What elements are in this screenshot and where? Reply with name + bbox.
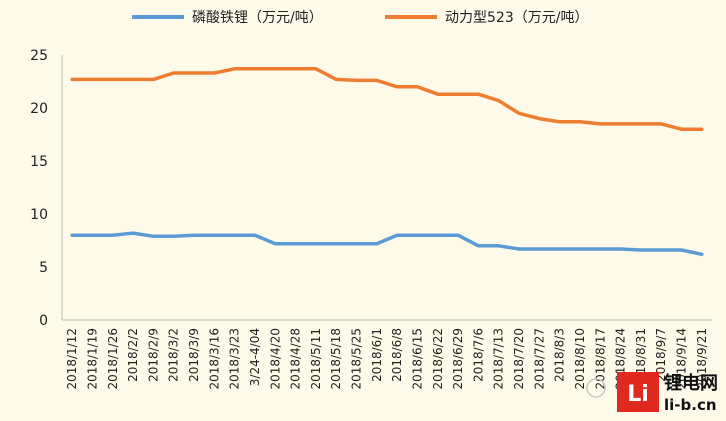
brand-name-cn: 锂电网 (664, 372, 718, 394)
x-tick-label: 2018/8/10 (573, 328, 587, 390)
x-tick-label: 2018/6/29 (451, 328, 465, 390)
logo-letter: Li (627, 382, 649, 407)
legend: 磷酸铁锂（万元/吨） 动力型523（万元/吨） (132, 10, 588, 26)
x-tick-label: 2018/3/16 (207, 328, 221, 390)
y-axis-ticks: 0 5 10 15 20 25 (30, 48, 48, 329)
x-tick-label: 2018/1/12 (65, 328, 79, 390)
series-line-1 (70, 231, 704, 257)
x-tick-label: 2018/5/18 (329, 328, 343, 390)
legend-label: 磷酸铁锂（万元/吨） (192, 10, 323, 26)
watermark: Li 锂电网 li-b.cn (586, 372, 718, 414)
x-tick-label: 2018/9/14 (675, 328, 689, 390)
x-tick-label: 2018/3/9 (187, 328, 201, 382)
y-tick-label: 15 (30, 154, 48, 170)
y-tick-label: 25 (30, 48, 48, 64)
x-tick-label: 2018/1/19 (85, 328, 99, 390)
series-lines (70, 67, 704, 257)
x-tick-label: 2018/7/13 (492, 328, 506, 390)
x-tick-label: 2018/6/22 (431, 328, 445, 390)
x-tick-label: 2018/4/20 (268, 328, 282, 390)
x-tick-label: 2018/2/9 (146, 328, 160, 382)
x-tick-label: 2018/7/6 (471, 328, 485, 382)
x-tick-label: 2018/5/11 (309, 328, 323, 390)
y-tick-label: 10 (30, 207, 48, 223)
x-axis-ticks: 2018/1/12 2018/1/19 2018/1/26 2018/2/2 2018/… (65, 328, 709, 390)
x-tick-label: 2018/2/2 (126, 328, 140, 382)
x-tick-label: 2018/8/17 (593, 328, 607, 390)
x-tick-label: 2018/6/15 (410, 328, 424, 390)
x-tick-label: 2018/6/8 (390, 328, 404, 382)
brand-name-en: li-b.cn (664, 396, 717, 414)
x-tick-label: 2018/1/26 (106, 328, 120, 390)
series-line-2 (70, 67, 704, 131)
x-tick-label: 2018/5/25 (350, 328, 364, 390)
x-tick-label: 2018/7/20 (512, 328, 526, 390)
x-tick-label: 2018/3/2 (167, 328, 181, 382)
x-tick-label: 2018/3/23 (228, 328, 242, 390)
x-tick-label: 2018/9/21 (695, 328, 709, 390)
y-tick-label: 5 (39, 260, 48, 276)
legend-label: 动力型523（万元/吨） (445, 10, 588, 26)
x-tick-label: 2018/7/27 (532, 328, 546, 390)
y-tick-label: 0 (39, 313, 48, 329)
wechat-icon (586, 378, 606, 398)
y-tick-label: 20 (30, 101, 48, 117)
logo-icon (617, 372, 659, 412)
x-tick-label: 2018/9/7 (654, 328, 668, 382)
x-tick-label: 2018/6/1 (370, 328, 384, 382)
x-tick-label: 2018/8/3 (553, 328, 567, 382)
x-tick-label: 3/24-4/04 (248, 328, 262, 386)
x-tick-label: 2018/4/28 (289, 328, 303, 390)
